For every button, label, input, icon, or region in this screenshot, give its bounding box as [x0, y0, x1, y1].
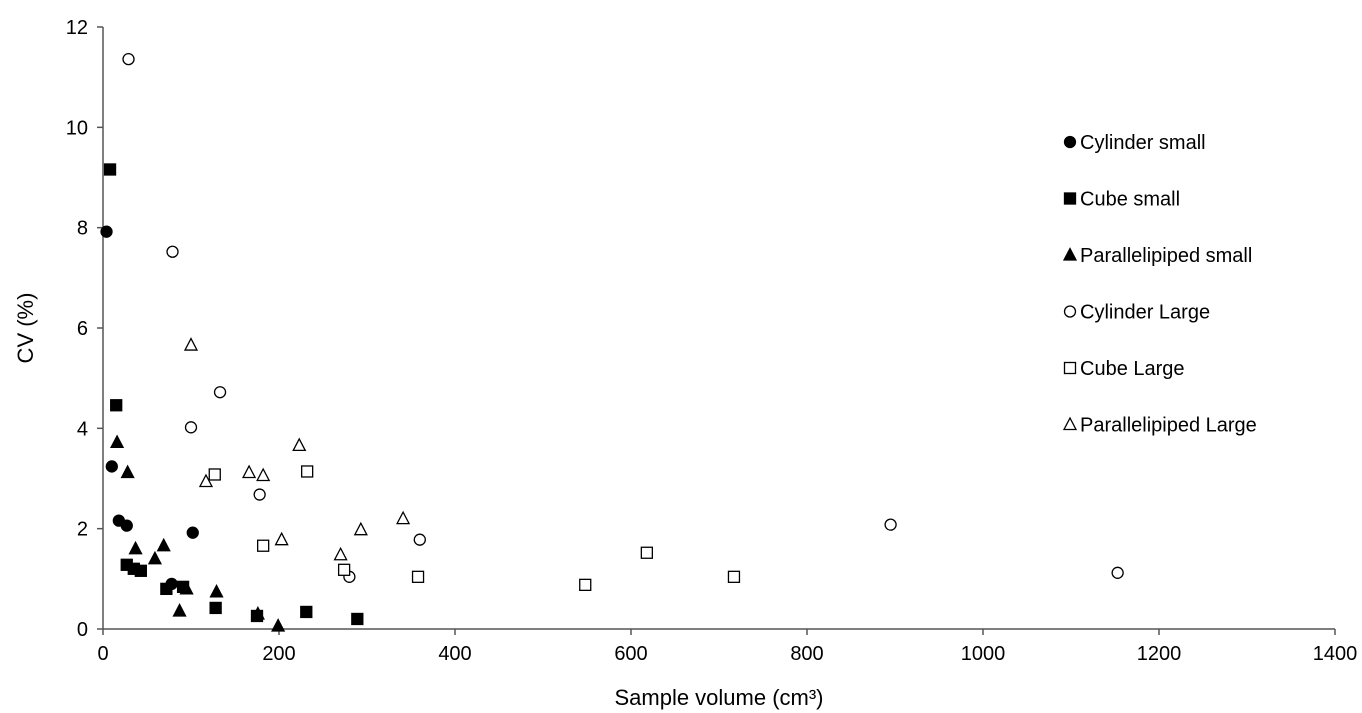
data-point	[120, 464, 135, 479]
legend-marker	[1063, 361, 1077, 375]
data-point	[413, 533, 426, 546]
legend-label: Cylinder Large	[1080, 302, 1210, 324]
data-point	[103, 163, 117, 176]
x-tick-label: 200	[262, 643, 295, 665]
y-tick-label: 10	[66, 117, 88, 139]
data-point	[271, 618, 286, 632]
data-point	[396, 510, 411, 525]
data-point	[120, 519, 133, 532]
data-point	[351, 612, 364, 626]
data-point	[110, 399, 123, 412]
data-point	[110, 434, 125, 449]
x-tick-label: 1200	[1137, 643, 1182, 665]
legend-item: Parallelipiped small	[1062, 245, 1252, 267]
data-point	[147, 550, 162, 565]
y-tick-label: 2	[77, 519, 88, 541]
legend-item: Cylinder small	[1063, 132, 1206, 154]
data-point	[579, 578, 592, 592]
data-point	[256, 467, 271, 482]
legend-marker	[1062, 416, 1078, 431]
data-points	[100, 52, 1124, 632]
legend-item: Cube Large	[1063, 358, 1185, 380]
legend-marker	[1062, 247, 1078, 261]
axes: 0 200 400 600 800 1000 1200 1400 0 2 4 6 8 10 12	[66, 17, 1358, 665]
data-point	[160, 582, 173, 596]
x-tick-label: 800	[790, 643, 823, 665]
data-point	[198, 473, 214, 488]
y-axis-title: CV (%)	[13, 293, 38, 364]
data-point	[209, 601, 222, 615]
data-point	[156, 537, 171, 552]
y-tick-label: 8	[77, 218, 88, 240]
series-5	[183, 337, 411, 561]
data-point	[209, 583, 224, 598]
x-tick-label: 1000	[961, 643, 1006, 665]
data-point	[128, 540, 143, 555]
data-point	[727, 570, 741, 583]
data-point	[105, 460, 118, 473]
legend-label: Cylinder small	[1080, 132, 1206, 154]
data-point	[184, 421, 198, 434]
legend-marker	[1063, 305, 1077, 318]
legend-marker	[1063, 192, 1077, 205]
data-point	[301, 465, 314, 478]
data-point	[333, 546, 348, 561]
legend-item: Cube small	[1063, 189, 1180, 211]
series-2	[110, 434, 286, 632]
data-point	[250, 606, 265, 620]
series-1	[103, 163, 364, 626]
data-point	[122, 52, 135, 66]
y-tick-label: 0	[77, 619, 88, 641]
data-point	[353, 521, 368, 536]
series-3	[122, 52, 1124, 583]
data-point	[172, 603, 187, 617]
x-tick-label: 1400	[1313, 643, 1358, 665]
data-point	[411, 570, 425, 583]
data-point	[134, 564, 147, 577]
y-tick-label: 6	[77, 318, 88, 340]
data-point	[884, 518, 897, 531]
series-4	[208, 465, 741, 592]
data-point	[640, 546, 653, 559]
y-tick-label: 4	[77, 418, 88, 440]
data-point	[186, 526, 199, 539]
legend-label: Parallelipiped Large	[1080, 415, 1257, 437]
legend-label: Cube small	[1080, 189, 1180, 211]
data-point	[179, 580, 194, 595]
data-point	[183, 337, 199, 351]
legend-label: Cube Large	[1080, 358, 1185, 380]
data-point	[253, 488, 266, 501]
x-axis-title: Sample volume (cm³)	[614, 685, 823, 710]
x-tick-label: 400	[438, 643, 471, 665]
x-tick-label: 0	[97, 643, 108, 665]
data-point	[1111, 566, 1124, 579]
data-point	[337, 563, 351, 576]
data-point	[257, 539, 270, 552]
legend-label: Parallelipiped small	[1080, 245, 1252, 267]
legend: Cylinder small Cube small Parallelipiped s…	[1062, 132, 1257, 437]
data-point	[300, 605, 313, 619]
data-point	[274, 531, 289, 546]
x-tick-label: 600	[614, 643, 647, 665]
legend-item: Parallelipiped Large	[1062, 415, 1257, 437]
data-point	[100, 225, 113, 238]
legend-item: Cylinder Large	[1063, 302, 1210, 324]
data-point	[292, 437, 307, 452]
data-point	[242, 464, 257, 479]
data-point	[166, 245, 179, 258]
data-point	[208, 468, 221, 481]
y-tick-label: 12	[66, 17, 88, 39]
data-point	[213, 386, 227, 399]
legend-marker	[1063, 135, 1077, 149]
